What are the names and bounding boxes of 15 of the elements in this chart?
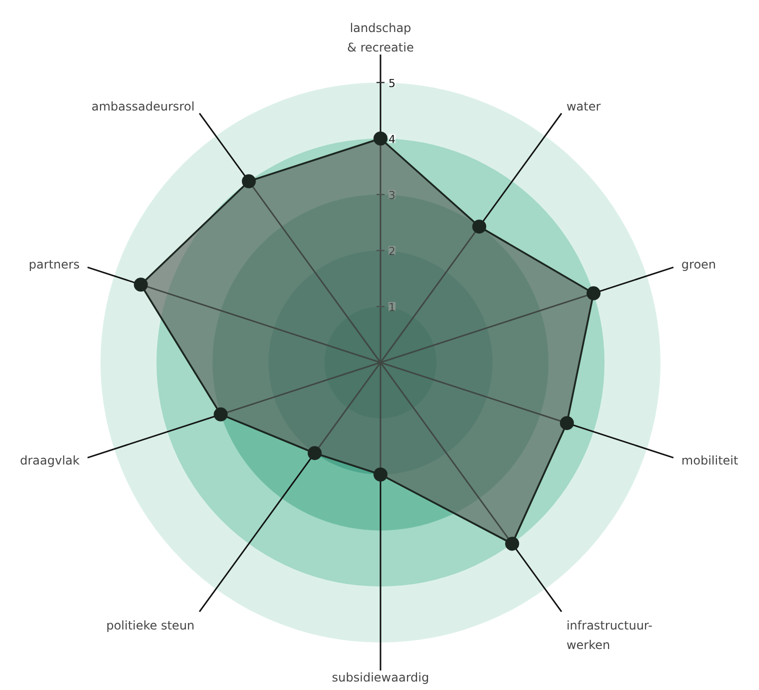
y-tick-label: 5 xyxy=(388,77,396,90)
spoke-label: water xyxy=(566,100,601,114)
spoke-label: draagvlak xyxy=(20,453,80,468)
spoke-label: ambassadeursrol xyxy=(92,100,195,114)
y-tick-label: 2 xyxy=(388,245,396,258)
y-tick-label: 3 xyxy=(388,189,396,202)
y-tick-label: 1 xyxy=(388,301,396,314)
spoke-label: infrastructuur- werken xyxy=(566,618,652,652)
spoke-label: politieke steun xyxy=(106,618,195,632)
spoke-label: subsidiewaardig xyxy=(332,670,430,684)
spoke-label: mobiliteit xyxy=(681,453,738,468)
spoke-label: partners xyxy=(28,258,80,272)
spoke-label: groen xyxy=(681,258,716,272)
y-tick-label: 4 xyxy=(388,133,396,146)
spoke-label: landschap & recreatie xyxy=(347,20,414,54)
